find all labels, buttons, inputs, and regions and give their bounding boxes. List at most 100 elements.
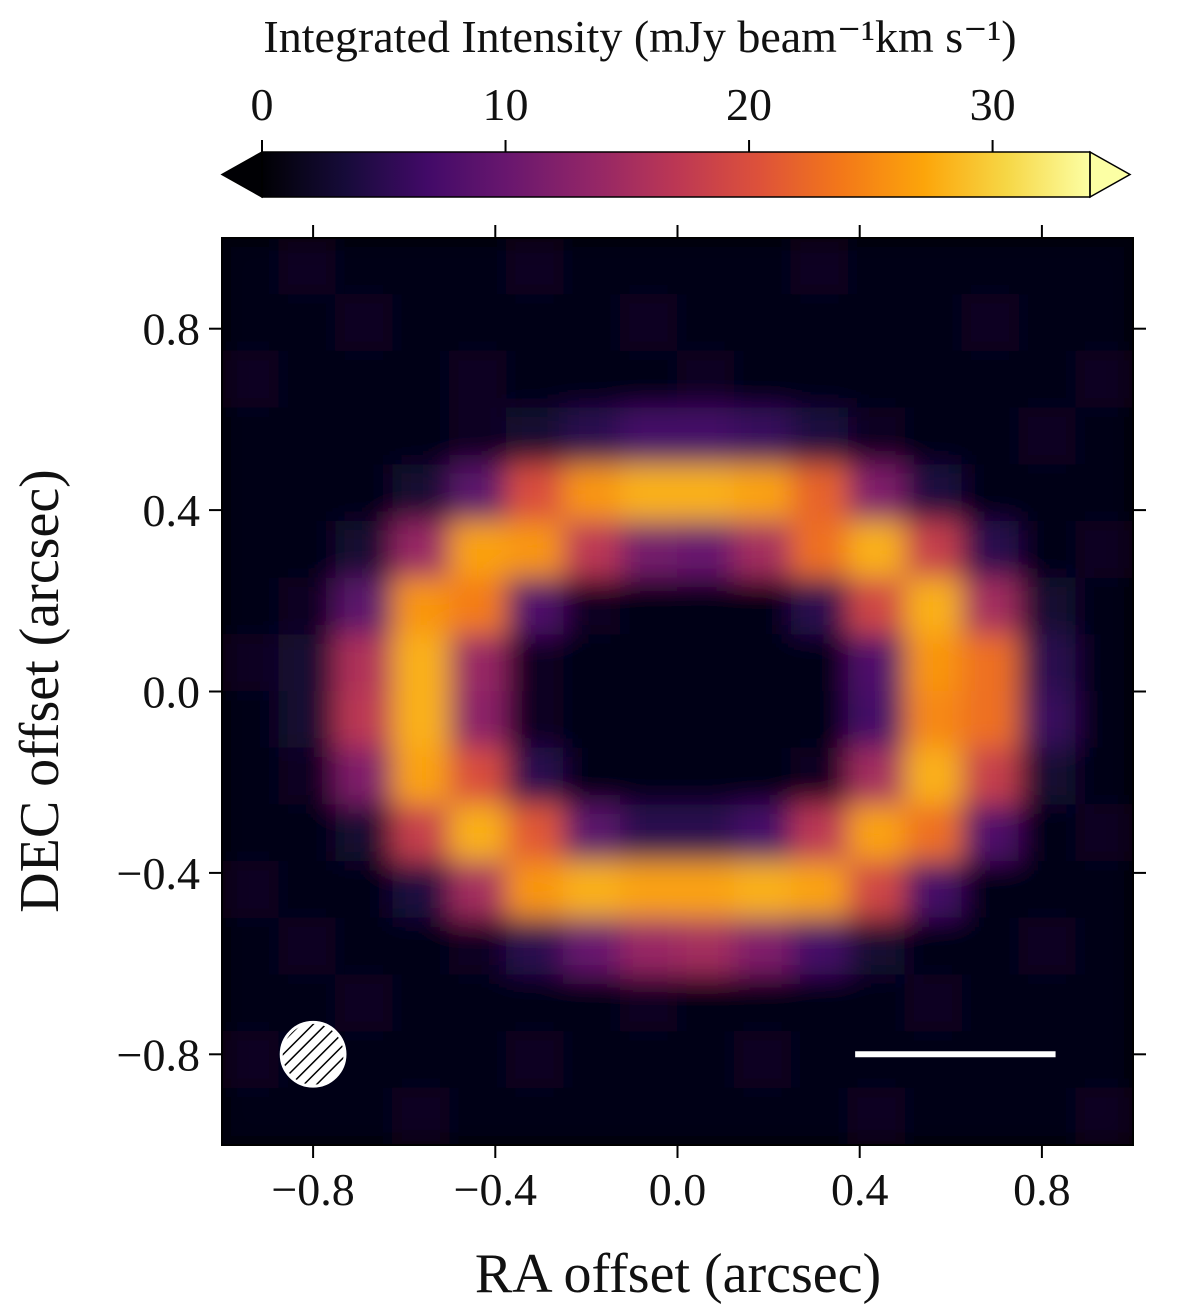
image-cell — [733, 917, 792, 976]
image-cell — [961, 1031, 1020, 1089]
image-cell — [278, 577, 337, 636]
image-cell — [449, 974, 508, 1033]
image-cell — [335, 238, 394, 296]
image-cell — [392, 1087, 451, 1145]
image-cell — [1018, 917, 1077, 976]
image-cell — [392, 238, 451, 296]
image-cell — [847, 350, 906, 409]
image-cell — [449, 691, 508, 749]
image-cell — [1018, 407, 1077, 466]
image-cell — [1018, 238, 1077, 296]
image-cell — [1018, 974, 1077, 1033]
image-cell — [335, 804, 394, 863]
image-cell — [961, 691, 1020, 749]
image-cell — [620, 691, 678, 749]
image-cell — [733, 974, 792, 1033]
image-cell — [790, 464, 849, 522]
x-tick-label: 0.0 — [649, 1164, 707, 1215]
image-cell — [222, 350, 280, 409]
image-cell — [278, 747, 337, 806]
y-tick-label: −0.4 — [117, 848, 200, 899]
image-cell — [790, 1087, 849, 1145]
image-cell — [733, 520, 792, 579]
image-cell — [1075, 407, 1133, 466]
image-cell — [677, 747, 735, 806]
image-cell — [278, 861, 337, 919]
image-cell — [563, 1087, 622, 1145]
image-cell — [733, 804, 792, 863]
image-cell — [620, 464, 678, 522]
image-cell — [733, 747, 792, 806]
image-cell — [1075, 747, 1133, 806]
image-cell — [278, 407, 337, 466]
image-cell — [1075, 1087, 1133, 1145]
image-cell — [1075, 294, 1133, 352]
image-cell — [278, 1087, 337, 1145]
image-cell — [392, 577, 451, 636]
image-cell — [563, 974, 622, 1033]
image-cell — [847, 1031, 906, 1089]
image-cell — [278, 464, 337, 522]
image-cell — [904, 577, 963, 636]
image-cell — [733, 861, 792, 919]
colorbar-tick-label: 30 — [970, 79, 1016, 130]
image-cell — [677, 464, 735, 522]
image-cell — [222, 861, 280, 919]
image-cell — [677, 294, 735, 352]
colorbar-tick-label: 20 — [726, 79, 772, 130]
image-cell — [904, 294, 963, 352]
image-cell — [278, 520, 337, 579]
image-cell — [563, 861, 622, 919]
image-cell — [335, 861, 394, 919]
image-cell — [620, 520, 678, 579]
image-cell — [563, 804, 622, 863]
image-cell — [961, 407, 1020, 466]
x-tick-label: 0.4 — [831, 1164, 889, 1215]
image-cell — [1075, 577, 1133, 636]
image-cell — [1075, 634, 1133, 692]
image-cell — [1075, 350, 1133, 409]
image-cell — [506, 804, 565, 863]
image-cell — [904, 407, 963, 466]
image-cell — [790, 691, 849, 749]
image-cell — [847, 974, 906, 1033]
image-cell — [335, 350, 394, 409]
image-cell — [563, 407, 622, 466]
image-cell — [904, 634, 963, 692]
image-cell — [506, 974, 565, 1033]
image-cell — [733, 407, 792, 466]
image-cell — [733, 464, 792, 522]
image-cell — [563, 747, 622, 806]
image-cell — [278, 804, 337, 863]
image-cell — [847, 464, 906, 522]
image-cell — [506, 1087, 565, 1145]
image-cell — [392, 407, 451, 466]
image-cell — [392, 917, 451, 976]
image-cell — [449, 804, 508, 863]
image-cell — [790, 1031, 849, 1089]
image-cell — [733, 577, 792, 636]
image-cell — [790, 350, 849, 409]
image-cell — [904, 974, 963, 1033]
image-cell — [790, 407, 849, 466]
image-cell — [449, 1031, 508, 1089]
image-cell — [335, 520, 394, 579]
image-cell — [335, 1087, 394, 1145]
image-cell — [563, 634, 622, 692]
colorbar-tick-label: 10 — [483, 79, 529, 130]
colorbar-label: Integrated Intensity (mJy beam⁻¹km s⁻¹) — [263, 11, 1016, 62]
image-cell — [620, 917, 678, 976]
image-cell — [506, 634, 565, 692]
image-cell — [847, 577, 906, 636]
image-cell — [847, 1087, 906, 1145]
image-cell — [278, 917, 337, 976]
image-cell — [563, 238, 622, 296]
image-cell — [961, 747, 1020, 806]
image-cell — [847, 634, 906, 692]
image-cell — [620, 974, 678, 1033]
image-cell — [790, 974, 849, 1033]
image-cell — [506, 577, 565, 636]
image-cell — [222, 464, 280, 522]
image-cell — [1075, 974, 1133, 1033]
image-cell — [392, 1031, 451, 1089]
